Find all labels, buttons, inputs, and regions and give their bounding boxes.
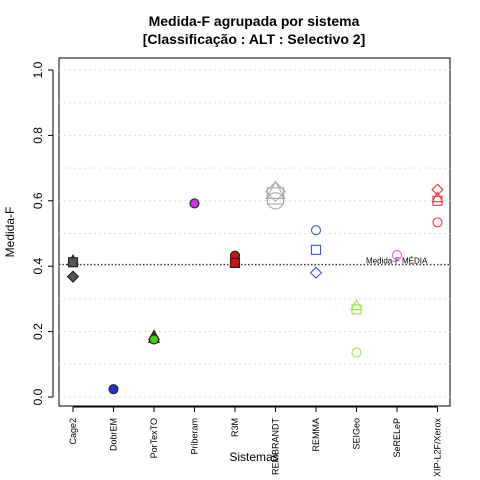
y-tick-label: 1.0 <box>31 61 45 78</box>
data-point-square <box>351 304 362 315</box>
data-point-circle <box>148 334 160 345</box>
data-point-diamond <box>265 181 286 203</box>
data-point-diamond <box>66 270 80 283</box>
grid-lines <box>59 69 450 398</box>
data-point-circle <box>391 250 403 261</box>
chart-title: Medida-F agrupada por sistema <box>149 13 360 29</box>
x-axis-title: Sistemas <box>229 450 278 464</box>
x-axis: Cage2 DobrEM PorTexTO Priberam R3M REMBRANDT R… <box>68 406 443 478</box>
data-point-triangle <box>265 180 286 199</box>
data-point-square <box>229 257 241 268</box>
data-point-diamond <box>431 183 444 196</box>
x-tick-label: PorTexTO <box>149 418 159 458</box>
reference-line-group: Medida-F MÉDIA <box>59 257 450 266</box>
data-point-square <box>266 187 285 205</box>
data-point-circle <box>310 225 322 236</box>
reference-line-label: Medida-F MÉDIA <box>366 257 428 266</box>
data-point-diamond <box>309 266 323 279</box>
x-tick-label: XIP-L2F/Xerox <box>433 418 443 478</box>
y-axis: 0.0 0.2 0.4 0.6 0.8 1.0 <box>31 61 54 405</box>
x-tick-label: R3M <box>230 418 240 437</box>
data-point-square <box>432 195 443 206</box>
y-tick-label: 0.6 <box>31 192 45 209</box>
chart-subtitle: [Classificação : ALT : Selectivo 2] <box>143 31 366 47</box>
data-point-square <box>310 244 322 255</box>
data-point-circle <box>189 198 200 209</box>
y-tick-label: 0.2 <box>31 323 45 340</box>
plot-frame <box>58 57 451 407</box>
y-tick-label: 0.8 <box>31 127 45 144</box>
data-point-square <box>67 257 79 268</box>
x-tick-label: SEIGeo <box>352 418 362 450</box>
data-point-triangle <box>431 191 444 203</box>
data-point-circle <box>351 347 362 358</box>
x-tick-label: DobrEM <box>109 418 119 451</box>
data-point-circle <box>108 384 119 395</box>
data-point-circle <box>266 192 285 210</box>
data-points <box>66 180 444 395</box>
x-tick-label: SeRELeP <box>392 418 402 458</box>
y-tick-label: 0.4 <box>31 258 45 275</box>
x-tick-label: REMMA <box>311 418 321 452</box>
x-tick-label: Cage2 <box>68 418 78 445</box>
y-axis-title: Medida-F <box>3 207 17 258</box>
x-tick-label: Priberam <box>190 418 200 455</box>
data-point-circle <box>432 217 443 228</box>
y-tick-label: 0.0 <box>31 388 45 405</box>
x-tick-label: REMBRANDT <box>271 418 281 476</box>
